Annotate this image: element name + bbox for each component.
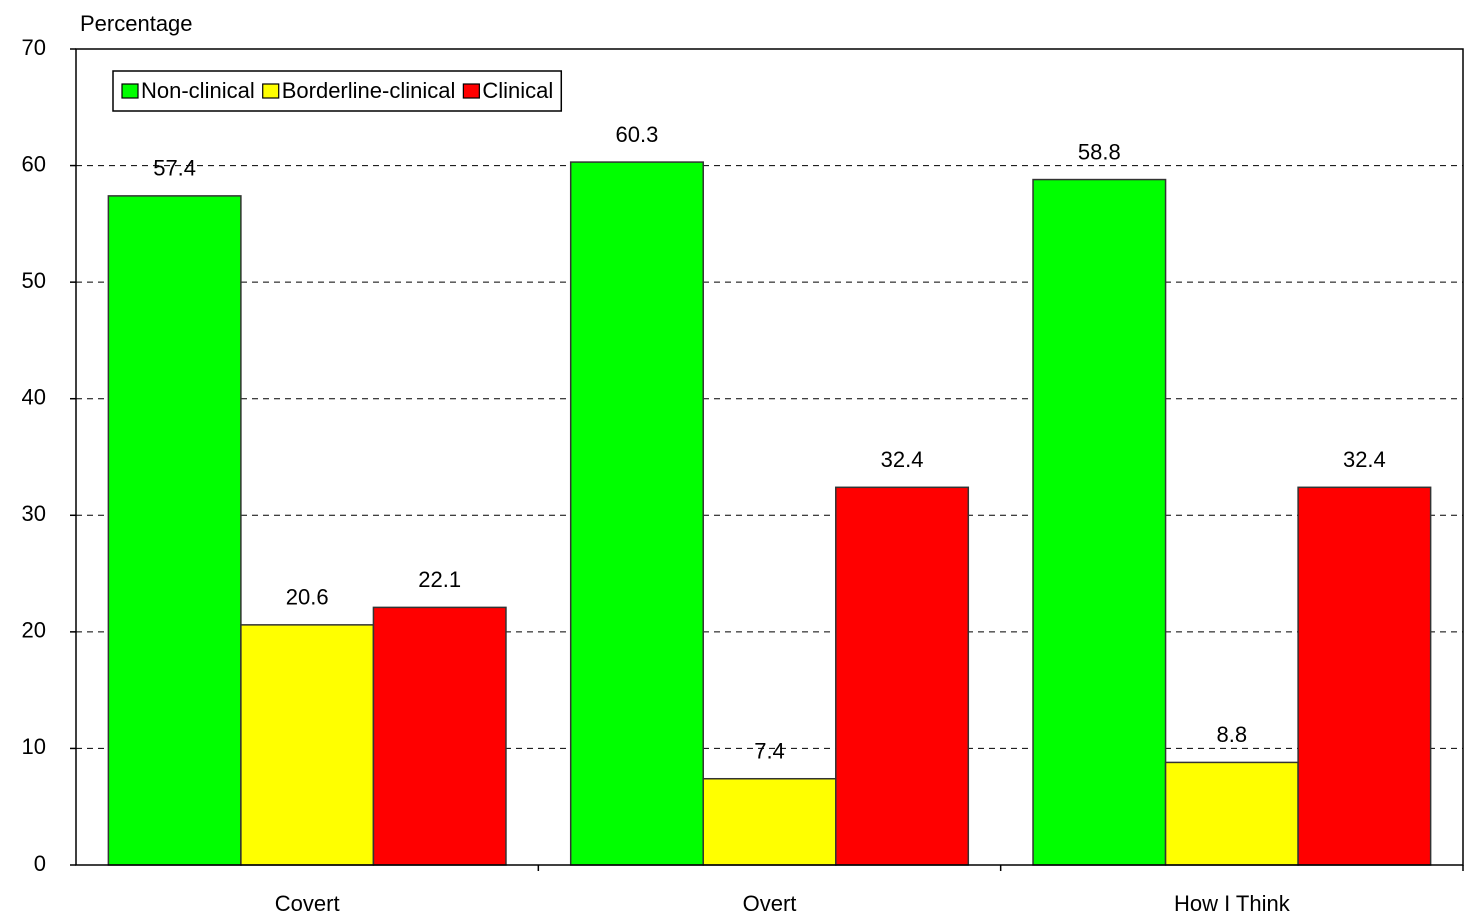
value-label: 8.8 xyxy=(1217,722,1248,747)
y-tick-label: 30 xyxy=(22,501,46,526)
y-tick-label: 40 xyxy=(22,385,46,410)
plot-frame xyxy=(75,48,1464,866)
legend-label: Clinical xyxy=(482,78,553,103)
legend-swatch xyxy=(262,83,280,99)
value-label: 32.4 xyxy=(881,447,924,472)
y-tick-label: 0 xyxy=(34,851,46,876)
bar xyxy=(569,161,704,866)
value-label: 20.6 xyxy=(286,585,329,610)
bar xyxy=(702,777,837,866)
bar xyxy=(835,486,970,866)
y-tick-label: 60 xyxy=(22,151,46,176)
value-label: 7.4 xyxy=(754,739,785,764)
value-label: 57.4 xyxy=(153,156,196,181)
y-tick-label: 10 xyxy=(22,734,46,759)
bar xyxy=(240,624,375,866)
legend-label: Non-clinical xyxy=(141,78,255,103)
legend-label: Borderline-clinical xyxy=(282,78,456,103)
bar xyxy=(372,606,507,866)
legend-box xyxy=(112,70,563,112)
y-tick-label: 20 xyxy=(22,618,46,643)
legend-swatch xyxy=(121,83,139,99)
bar xyxy=(107,195,242,866)
x-tick-label: Overt xyxy=(743,891,797,916)
bar xyxy=(1032,178,1167,866)
value-label: 58.8 xyxy=(1078,139,1121,164)
value-label: 60.3 xyxy=(616,122,659,147)
value-label: 22.1 xyxy=(418,567,461,592)
y-axis-label: Percentage xyxy=(80,11,193,36)
y-tick-label: 70 xyxy=(22,35,46,60)
x-tick-label: How I Think xyxy=(1174,891,1291,916)
y-tick-label: 50 xyxy=(22,268,46,293)
value-label: 32.4 xyxy=(1343,447,1386,472)
bar xyxy=(1164,761,1299,866)
bar xyxy=(1297,486,1432,866)
x-tick-label: Covert xyxy=(275,891,340,916)
legend-swatch xyxy=(462,83,480,99)
